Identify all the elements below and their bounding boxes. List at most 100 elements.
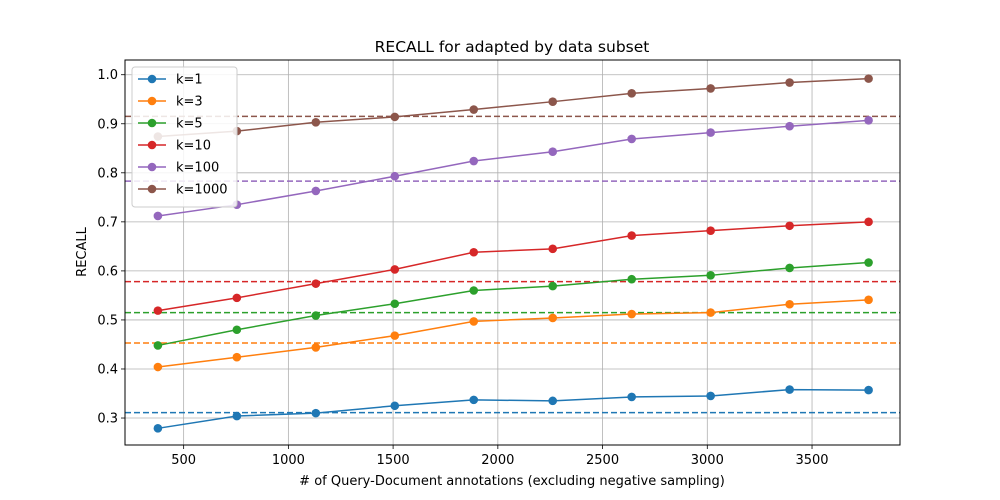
- y-axis-ticks: 0.3 0.4 0.5 0.6 0.7 0.8 0.9 1.0: [97, 68, 125, 427]
- x-tick-label: 1000: [272, 453, 305, 468]
- data-point: [153, 362, 163, 372]
- data-point: [390, 265, 400, 274]
- x-axis-ticks: 500 1000 1500 2000 2500 3000 3500: [171, 445, 829, 468]
- data-point: [785, 385, 794, 394]
- data-point: [311, 311, 321, 320]
- y-tick-label: 0.8: [97, 166, 118, 181]
- data-point: [706, 226, 715, 235]
- legend-label: k=3: [176, 95, 203, 110]
- data-point: [390, 171, 400, 181]
- data-point: [548, 147, 558, 157]
- data-point: [469, 395, 479, 405]
- y-tick-label: 0.6: [97, 264, 118, 279]
- data-point: [469, 317, 479, 326]
- x-tick-label: 3000: [691, 453, 724, 468]
- y-tick-label: 0.5: [97, 313, 118, 328]
- data-point: [627, 89, 636, 98]
- data-point: [469, 105, 479, 114]
- series-group: [153, 74, 873, 433]
- data-point: [311, 343, 321, 352]
- data-point: [469, 286, 479, 295]
- x-tick-label: 2500: [586, 453, 619, 468]
- data-point: [864, 74, 873, 83]
- data-point: [785, 299, 794, 309]
- series-line: [157, 261, 869, 347]
- series-line: [157, 299, 869, 368]
- data-point: [311, 117, 321, 127]
- x-tick-label: 1500: [377, 453, 410, 468]
- grid-lines: [125, 60, 900, 445]
- data-point: [706, 391, 715, 401]
- y-tick-label: 0.3: [97, 412, 118, 427]
- data-point: [390, 401, 400, 411]
- legend-marker: [147, 96, 157, 106]
- data-point: [232, 352, 242, 362]
- x-tick-label: 2000: [481, 453, 514, 468]
- data-point: [864, 217, 873, 227]
- data-point: [469, 156, 479, 166]
- data-point: [469, 247, 479, 257]
- data-point: [706, 84, 715, 93]
- y-axis-label: RECALL: [75, 226, 90, 276]
- y-tick-label: 1.0: [97, 68, 118, 83]
- y-tick-label: 0.9: [97, 117, 118, 132]
- data-point: [548, 313, 558, 323]
- x-axis-label: # of Query-Document annotations (excludi…: [299, 474, 725, 489]
- legend-label: k=100: [176, 161, 219, 176]
- data-point: [627, 274, 636, 284]
- data-point: [153, 211, 163, 221]
- series-line: [157, 388, 869, 430]
- y-tick-label: 0.4: [97, 362, 118, 377]
- data-point: [785, 78, 794, 87]
- data-point: [548, 281, 558, 291]
- series-line: [157, 221, 869, 312]
- data-point: [390, 112, 400, 122]
- legend-marker: [147, 162, 157, 172]
- data-point: [311, 186, 321, 196]
- data-point: [153, 306, 163, 315]
- legend-label: k=1000: [176, 183, 228, 198]
- data-point: [785, 221, 794, 231]
- data-point: [390, 299, 400, 309]
- legend-marker: [147, 184, 157, 194]
- data-point: [785, 263, 794, 273]
- y-tick-label: 0.7: [97, 215, 118, 230]
- legend-label: k=10: [176, 139, 211, 154]
- data-point: [548, 396, 558, 406]
- series-line: [157, 119, 869, 217]
- data-point: [864, 258, 873, 267]
- legend-label: k=5: [176, 117, 203, 132]
- data-point: [311, 408, 321, 418]
- data-point: [627, 392, 636, 402]
- chart-title: RECALL for adapted by data subset: [375, 38, 650, 56]
- legend-label: k=1: [176, 73, 203, 88]
- legend-marker: [147, 140, 157, 150]
- data-point: [311, 279, 321, 288]
- baseline-lines: [125, 115, 900, 414]
- data-point: [864, 116, 873, 125]
- data-point: [706, 308, 715, 317]
- data-point: [232, 293, 242, 303]
- legend-marker: [147, 74, 157, 84]
- legend: k=1 k=3 k=5 k=10 k=100 k=1000: [131, 66, 238, 208]
- data-point: [864, 295, 873, 305]
- data-point: [785, 121, 794, 131]
- data-point: [153, 341, 163, 350]
- x-tick-label: 3500: [795, 453, 828, 468]
- data-point: [706, 128, 715, 137]
- data-point: [627, 134, 636, 144]
- legend-box: [131, 66, 238, 208]
- data-point: [864, 385, 873, 395]
- legend-marker: [147, 118, 157, 128]
- data-point: [153, 424, 163, 433]
- data-point: [232, 325, 242, 335]
- data-point: [627, 309, 636, 319]
- plot-frame: [124, 59, 901, 446]
- data-point: [627, 231, 636, 240]
- data-point: [548, 97, 558, 106]
- x-tick-label: 500: [171, 453, 196, 468]
- data-point: [390, 331, 400, 340]
- data-point: [706, 271, 715, 280]
- series-line: [157, 77, 869, 138]
